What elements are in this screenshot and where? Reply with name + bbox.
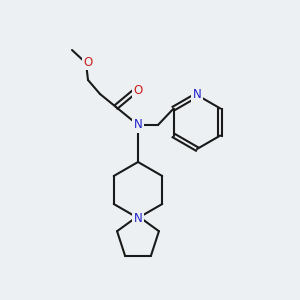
Text: O: O: [83, 56, 93, 68]
Text: N: N: [134, 212, 142, 224]
Text: N: N: [134, 118, 142, 131]
Text: N: N: [193, 88, 201, 101]
Text: O: O: [134, 83, 142, 97]
